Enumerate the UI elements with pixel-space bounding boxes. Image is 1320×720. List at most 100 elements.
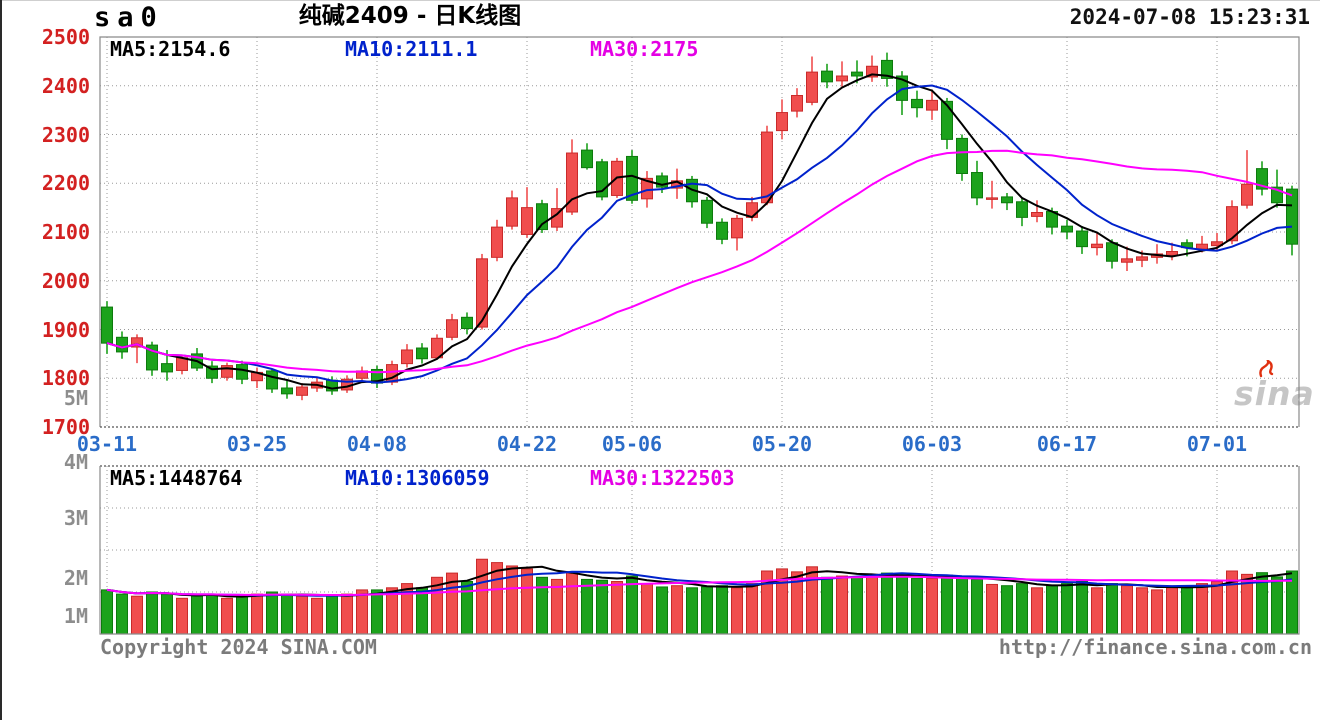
volume-bar	[1151, 589, 1163, 635]
candle-body	[881, 59, 893, 79]
window-left-edge	[0, 0, 2, 720]
volume-bar	[101, 589, 113, 635]
volume-bar	[746, 583, 758, 635]
volume-bar	[851, 576, 863, 635]
volume-bar	[491, 562, 503, 635]
volume-bar	[956, 576, 968, 635]
volume-bar	[206, 593, 218, 635]
volume-bar	[1166, 587, 1178, 635]
candle-body	[1016, 201, 1028, 218]
candle-body	[866, 65, 878, 78]
volume-bar	[341, 593, 353, 635]
candle-body	[941, 100, 953, 140]
volume-bar	[1046, 585, 1058, 635]
date-tick-label: 04-08	[346, 432, 408, 456]
volume-bar	[971, 578, 983, 635]
volume-bar	[926, 578, 938, 635]
price-tick-label: 1800	[41, 366, 90, 391]
volume-bar	[1091, 587, 1103, 635]
volume-bar	[701, 586, 713, 635]
volume-bar	[371, 589, 383, 635]
price-tick-label: 2200	[41, 171, 90, 196]
price-tick-label: 2300	[41, 122, 90, 147]
volume-bar	[596, 579, 608, 635]
candle-body	[1091, 243, 1103, 249]
candle-body	[731, 217, 743, 239]
candle-body	[1241, 183, 1253, 206]
candle-body	[1166, 251, 1178, 256]
price-tick-label: 2500	[41, 25, 90, 49]
candle-body	[821, 70, 833, 83]
date-tick-label: 07-01	[1186, 432, 1248, 456]
sina-flame-icon	[1259, 360, 1274, 378]
candle-body	[1136, 256, 1148, 261]
volume-ma30-label: MA30:1322503	[590, 466, 735, 490]
candle-body	[776, 112, 788, 132]
volume-bar	[821, 576, 833, 635]
candle-body	[956, 137, 968, 174]
volume-panel-border	[99, 466, 1300, 635]
volume-bar	[356, 589, 368, 635]
volume-bar	[296, 595, 308, 635]
price-panel-border	[99, 36, 1300, 427]
candle-body	[236, 364, 248, 380]
candle-body	[1286, 188, 1298, 245]
volume-bar	[641, 583, 653, 635]
candle-body	[926, 99, 938, 111]
candle-body	[656, 175, 668, 188]
volume-bar	[536, 576, 548, 635]
timestamp-label: 2024-07-08 15:23:31	[1069, 5, 1310, 29]
date-tick-label: 06-17	[1036, 432, 1098, 456]
volume-bar	[611, 581, 623, 635]
volume-bar	[1211, 581, 1223, 635]
candle-body	[476, 258, 488, 328]
date-tick-label: 05-20	[751, 432, 813, 456]
candle-body	[701, 199, 713, 224]
volume-tick-label: 3M	[63, 506, 88, 530]
volume-bar	[941, 574, 953, 635]
volume-bar	[1106, 583, 1118, 635]
volume-bar	[476, 558, 488, 635]
volume-bar	[1181, 585, 1193, 635]
price-ma5-label: MA5:2154.6	[110, 37, 231, 61]
volume-ma10-label: MA10:1306059	[345, 466, 490, 490]
top-border-line	[0, 0, 1320, 1]
volume-ma5-label: MA5:1448764	[110, 466, 243, 490]
candle-body	[221, 365, 233, 378]
volume-bar	[236, 595, 248, 635]
candle-body	[401, 349, 413, 365]
candle-body	[911, 98, 923, 109]
candle-body	[101, 306, 113, 344]
candle-body	[521, 207, 533, 235]
volume-bar	[896, 574, 908, 635]
candle-body	[416, 347, 428, 360]
volume-tick-label: 4M	[63, 450, 88, 474]
candle-body	[281, 387, 293, 395]
candle-body	[986, 197, 998, 200]
volume-bar	[686, 587, 698, 635]
sina-watermark: sina	[1234, 360, 1315, 413]
volume-bar	[176, 597, 188, 635]
volume-bar	[191, 595, 203, 635]
candle-body	[206, 365, 218, 379]
candle-body	[851, 71, 863, 77]
volume-bar	[161, 593, 173, 635]
volume-bar	[1076, 581, 1088, 635]
candle-body	[806, 71, 818, 103]
candle-body	[296, 386, 308, 396]
candle-body	[161, 363, 173, 373]
candle-body	[446, 319, 458, 338]
candle-body	[836, 75, 848, 82]
volume-bar	[866, 573, 878, 635]
candle-body	[761, 131, 773, 204]
source-url-label: http://finance.sina.com.cn	[998, 635, 1312, 659]
price-tick-label: 1900	[41, 317, 90, 342]
candle-body	[266, 370, 278, 390]
candle-body	[131, 337, 143, 348]
volume-bar	[266, 591, 278, 635]
copyright-label: Copyright 2024 SINA.COM	[100, 635, 377, 659]
volume-bar	[326, 595, 338, 635]
price-tick-label: 1700	[41, 415, 90, 439]
candle-body	[1106, 242, 1118, 262]
volume-bar	[311, 597, 323, 635]
